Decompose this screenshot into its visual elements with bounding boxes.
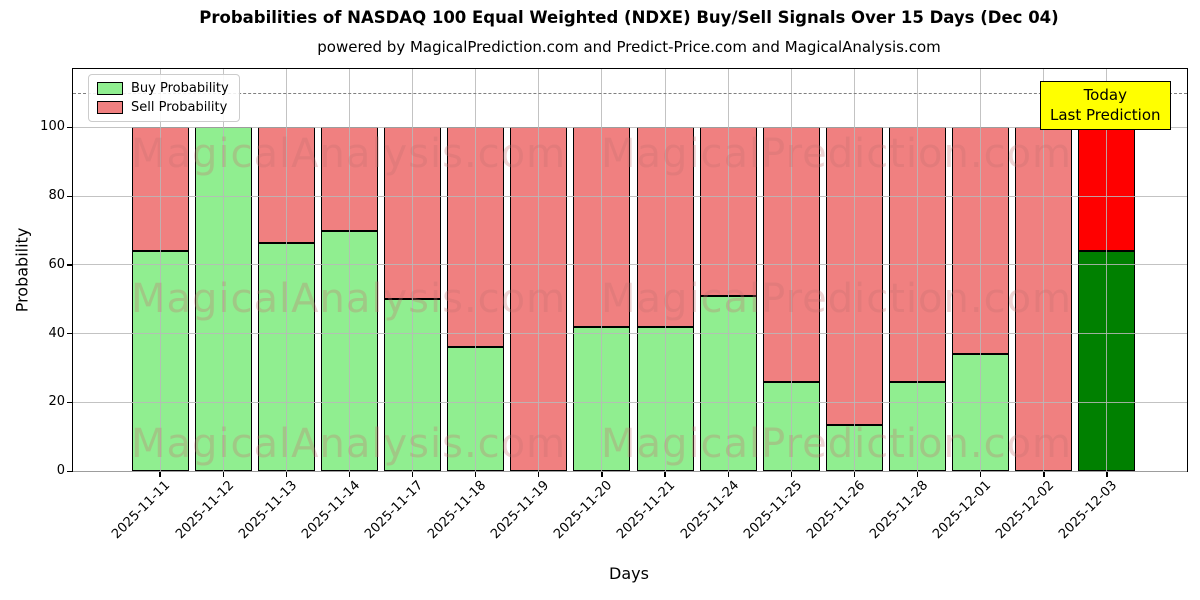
legend-item-buy: Buy Probability [97,81,229,96]
watermark-text: MagicalAnalysis.com [131,131,567,177]
sell-color-swatch [97,101,123,114]
x-tick-label: 2025-11-21 [614,478,679,543]
vertical-gridline [412,69,414,471]
y-tick-mark [67,333,73,335]
x-tick-mark [538,471,540,477]
vertical-gridline [538,69,540,471]
watermark-text: MagicalPrediction.com [601,276,1072,322]
horizontal-gridline [73,401,1187,403]
x-tick-label: 2025-11-12 [172,478,237,543]
vertical-gridline [664,69,666,471]
vertical-gridline [222,69,224,471]
y-tick-label: 20 [48,394,65,410]
x-axis-label: Days [609,564,649,583]
x-tick-label: 2025-11-26 [804,478,869,543]
y-tick-label: 80 [48,188,65,204]
x-tick-label: 2025-12-02 [993,478,1058,543]
x-tick-mark [159,471,161,477]
vertical-gridline [285,69,287,471]
vertical-gridline [727,69,729,471]
x-tick-label: 2025-11-20 [551,478,616,543]
dashed-threshold-line [73,93,1187,95]
legend-item-sell: Sell Probability [97,100,229,115]
x-tick-label: 2025-11-24 [677,478,742,543]
watermark-text: MagicalAnalysis.com [131,421,567,467]
vertical-gridline [1043,69,1045,471]
chart-title: Probabilities of NASDAQ 100 Equal Weight… [199,8,1059,27]
chart-subtitle: powered by MagicalPrediction.com and Pre… [317,38,941,56]
x-tick-mark [727,471,729,477]
x-tick-mark [285,471,287,477]
x-tick-label: 2025-11-17 [362,478,427,543]
x-tick-mark [664,471,666,477]
x-tick-mark [853,471,856,477]
annotation-line-2: Last Prediction [1050,106,1161,125]
x-tick-label: 2025-11-18 [425,478,490,543]
x-tick-mark [601,471,603,477]
x-tick-mark [348,471,351,477]
x-tick-label: 2025-11-28 [867,478,932,543]
x-tick-mark [1106,471,1108,477]
x-tick-mark [790,471,792,477]
y-tick-mark [67,126,73,129]
y-tick-mark [67,401,73,404]
buy-color-swatch [97,82,123,95]
horizontal-gridline [73,195,1187,197]
legend: Buy Probability Sell Probability [88,74,240,122]
horizontal-gridline [73,264,1187,266]
vertical-gridline [348,69,350,471]
x-tick-mark [980,471,982,477]
plot-area: 0 20 40 60 80 100 2025-11-11 2025-11-12 2025-11-… [40,68,1188,542]
x-tick-label: 2025-11-11 [109,478,174,543]
annotation-line-1: Today [1083,86,1127,104]
y-tick-label: 0 [56,463,65,478]
legend-label-sell: Sell Probability [131,100,228,115]
x-tick-label: 2025-11-25 [740,478,805,543]
x-tick-mark [475,471,477,477]
x-tick-mark [1043,471,1045,477]
watermark-text: MagicalAnalysis.com [131,276,567,322]
x-tick-label: 2025-12-03 [1056,478,1121,543]
y-tick-mark [67,264,73,266]
watermark-text: MagicalPrediction.com [601,421,1072,467]
vertical-gridline [1106,69,1108,471]
x-tick-label: 2025-11-14 [298,478,363,543]
y-tick-mark [67,470,73,472]
vertical-gridline [159,69,161,471]
y-tick-label: 60 [48,256,65,272]
today-last-prediction-box: Today Last Prediction [1040,81,1171,130]
y-tick-label: 100 [40,119,65,135]
x-tick-label: 2025-11-13 [235,478,300,543]
watermark-text: MagicalPrediction.com [601,131,1072,177]
y-tick-mark [67,195,73,197]
x-tick-label: 2025-12-01 [930,478,995,543]
vertical-gridline [853,69,855,471]
vertical-gridline [475,69,477,471]
horizontal-gridline [73,126,1187,128]
vertical-gridline [601,69,603,471]
legend-label-buy: Buy Probability [131,81,229,96]
vertical-gridline [790,69,792,471]
x-tick-mark [411,471,414,477]
y-tick-label: 40 [48,325,65,341]
x-tick-label: 2025-11-19 [488,478,553,543]
horizontal-gridline [73,470,1187,472]
x-tick-mark [222,471,224,477]
horizontal-gridline [73,333,1187,335]
vertical-gridline [980,69,982,471]
vertical-gridline [917,69,919,471]
x-tick-mark [916,471,919,477]
